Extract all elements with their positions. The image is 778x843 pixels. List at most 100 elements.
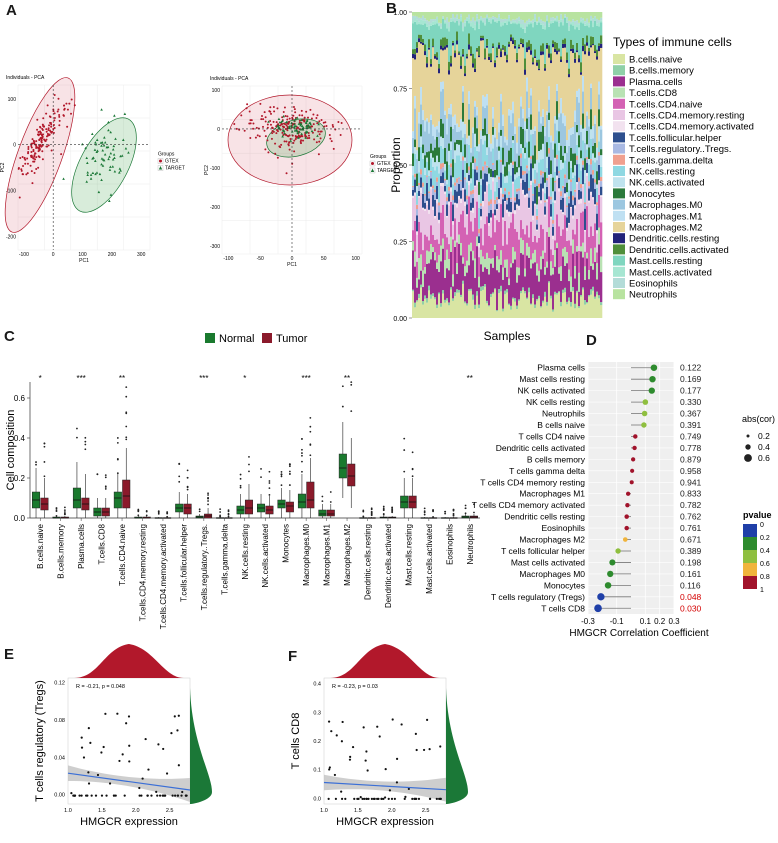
stacked-segment: [498, 272, 501, 290]
stacked-segment: [560, 12, 563, 15]
scatter-point: [90, 794, 93, 797]
stacked-segment: [430, 19, 433, 24]
lollipop-dot: [615, 548, 621, 554]
stacked-segment: [444, 19, 447, 22]
stacked-segment: [544, 252, 547, 267]
stacked-segment: [530, 23, 533, 44]
pca-point-gtex: [329, 137, 332, 140]
normal-outlier: [301, 460, 303, 463]
stacked-segment: [462, 156, 465, 161]
normal-outlier: [96, 473, 99, 476]
pca-y-tick: 100: [8, 97, 17, 103]
stacked-segment: [482, 206, 485, 246]
stacked-y-tick: 0.75: [393, 87, 407, 94]
stacked-segment: [442, 17, 445, 19]
pca-point-target: [120, 154, 124, 157]
stacked-segment: [490, 23, 493, 54]
stacked-segment: [512, 142, 515, 162]
stacked-segment: [448, 205, 451, 245]
stacked-segment: [542, 143, 545, 159]
stacked-segment: [418, 258, 421, 280]
stacked-segment: [500, 193, 503, 205]
stacked-segment: [552, 141, 555, 150]
stacked-segment: [550, 60, 553, 64]
stacked-segment: [488, 59, 491, 135]
stacked-segment: [524, 69, 527, 75]
stacked-segment: [464, 26, 467, 66]
stacked-segment: [522, 290, 525, 318]
stacked-segment: [486, 181, 489, 186]
stacked-segment: [520, 126, 523, 145]
lollipop-row-label: T cells follicular helper: [501, 546, 585, 556]
stacked-segment: [446, 200, 449, 205]
stacked-segment: [592, 174, 595, 179]
pca-y-tick: -300: [210, 244, 220, 250]
stacked-segment: [426, 263, 429, 299]
stacked-segment: [440, 185, 443, 213]
stacked-segment: [512, 213, 515, 248]
stacked-segment: [508, 115, 511, 151]
stacked-segment: [592, 18, 595, 23]
stacked-segment: [496, 204, 499, 209]
stacked-segment: [532, 194, 535, 196]
stacked-segment: [434, 19, 437, 22]
lollipop-dot: [630, 468, 635, 473]
stacked-segment: [570, 207, 573, 246]
tumor-outlier: [350, 381, 353, 383]
stacked-segment: [470, 290, 473, 318]
stacked-segment: [510, 123, 513, 148]
stacked-segment: [582, 37, 585, 46]
stacked-segment: [558, 113, 561, 118]
stacked-segment: [520, 144, 523, 148]
stacked-segment: [486, 105, 489, 134]
pca-point-gtex: [312, 123, 315, 126]
stacked-segment: [526, 47, 529, 53]
stacked-segment: [514, 179, 517, 198]
pca-point-gtex: [24, 162, 27, 165]
stacked-segment: [448, 113, 451, 144]
stacked-segment: [478, 233, 481, 237]
stacked-segment: [422, 38, 425, 43]
pca-point-gtex: [301, 114, 304, 117]
pca-x-tick: -100: [223, 256, 233, 262]
stacked-segment: [462, 86, 465, 92]
stacked-segment: [426, 56, 429, 64]
stacked-segment: [546, 231, 549, 262]
stacked-segment: [498, 132, 501, 147]
stacked-segment: [598, 26, 601, 44]
stacked-segment: [506, 175, 509, 183]
pca-point-gtex: [235, 127, 238, 130]
stacked-legend-label: T.cells.gamma.delta: [629, 155, 714, 166]
stacked-segment: [568, 300, 571, 318]
stacked-segment: [570, 22, 573, 25]
stacked-segment: [590, 195, 593, 227]
stacked-segment: [540, 123, 543, 132]
stacked-segment: [482, 170, 485, 180]
stacked-legend-swatch: [613, 98, 625, 109]
stacked-segment: [514, 202, 517, 211]
stacked-segment: [552, 220, 555, 224]
stacked-legend-label: Monocytes: [629, 189, 675, 200]
pca-point-gtex: [330, 140, 333, 143]
stacked-segment: [486, 268, 489, 301]
pca-point-gtex: [288, 148, 291, 151]
stacked-segment: [566, 19, 569, 23]
boxplot-y-tick: 0.4: [14, 434, 26, 443]
stacked-segment: [478, 228, 481, 234]
stacked-segment: [598, 43, 601, 46]
stacked-segment: [416, 186, 419, 193]
stacked-segment: [446, 23, 449, 29]
stacked-segment: [482, 95, 485, 107]
stacked-segment: [598, 295, 601, 299]
stacked-segment: [426, 176, 429, 184]
pca-point-gtex: [18, 196, 21, 199]
stacked-legend-swatch: [613, 121, 625, 132]
pca-point-gtex: [45, 112, 48, 115]
stacked-segment: [564, 174, 567, 179]
pca-point-gtex: [19, 156, 22, 159]
stacked-segment: [566, 304, 569, 318]
stacked-legend-swatch: [613, 233, 625, 244]
pca-point-gtex: [275, 132, 278, 135]
stacked-segment: [548, 282, 551, 318]
stacked-segment: [562, 197, 565, 213]
